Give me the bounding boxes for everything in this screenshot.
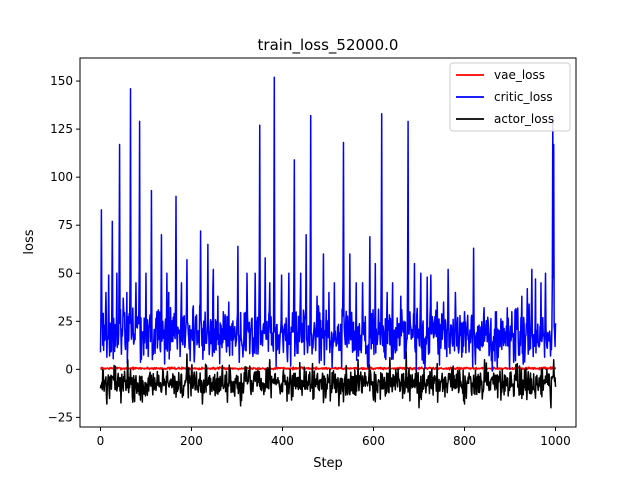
y-axis-label: loss [22, 229, 37, 254]
legend-label-critic-loss: critic_loss [494, 90, 553, 104]
x-tick-label: 1000 [540, 434, 571, 448]
legend: vae_loss critic_loss actor_loss [449, 62, 571, 132]
x-axis: 0 200 400 600 800 1000 [97, 427, 571, 448]
legend-label-actor-loss: actor_loss [494, 112, 554, 126]
legend-box [449, 62, 571, 132]
legend-label-vae-loss: vae_loss [494, 68, 545, 82]
y-tick-label: 0 [65, 362, 73, 376]
x-tick-label: 400 [271, 434, 294, 448]
plot-frame [79, 57, 577, 428]
y-tick-label: 150 [50, 74, 73, 88]
series-line-vae-loss [100, 366, 557, 371]
x-tick-label: 600 [362, 434, 385, 448]
x-axis-label: Step [313, 456, 343, 471]
x-tick-label: 0 [97, 434, 105, 448]
y-tick-label: 75 [58, 218, 73, 232]
chart-title: train_loss_52000.0 [258, 36, 399, 55]
x-tick-label: 200 [180, 434, 203, 448]
y-axis: −25 0 25 50 75 100 125 150 [48, 74, 80, 424]
series-line-actor-loss [99, 351, 557, 409]
y-tick-label: 50 [58, 266, 73, 280]
y-tick-label: −25 [48, 410, 73, 424]
plot-lines [99, 76, 557, 409]
x-tick-label: 800 [453, 434, 476, 448]
series-line-critic-loss [99, 76, 557, 373]
y-tick-label: 25 [58, 314, 73, 328]
y-tick-label: 125 [50, 122, 73, 136]
y-tick-label: 100 [50, 170, 73, 184]
